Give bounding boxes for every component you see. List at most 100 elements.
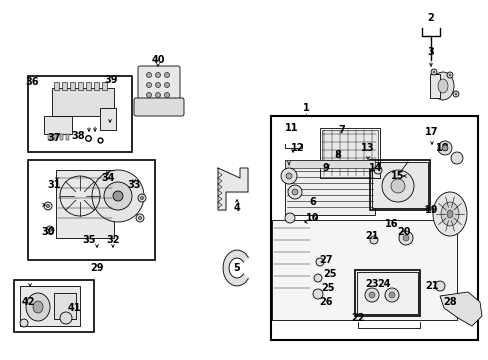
Text: 8: 8 <box>334 150 341 160</box>
Bar <box>100 108 116 130</box>
Circle shape <box>373 166 381 174</box>
Text: 25: 25 <box>321 283 334 293</box>
Text: 36: 36 <box>25 77 39 87</box>
Circle shape <box>454 93 456 95</box>
Ellipse shape <box>431 72 453 100</box>
Circle shape <box>92 170 143 222</box>
Circle shape <box>60 312 72 324</box>
Circle shape <box>441 145 447 151</box>
Circle shape <box>398 231 412 245</box>
Bar <box>28 76 132 152</box>
Circle shape <box>287 185 302 199</box>
Circle shape <box>452 91 458 97</box>
Bar <box>371 162 427 208</box>
Text: 4: 4 <box>233 203 240 213</box>
Circle shape <box>430 69 436 75</box>
Text: 11: 11 <box>285 123 298 133</box>
Circle shape <box>381 170 413 202</box>
Circle shape <box>138 216 141 220</box>
Text: 5: 5 <box>233 263 240 273</box>
Text: 18: 18 <box>435 143 449 153</box>
Circle shape <box>432 71 434 73</box>
Circle shape <box>313 274 321 282</box>
Circle shape <box>155 72 160 77</box>
Text: 1: 1 <box>302 103 309 113</box>
Text: 42: 42 <box>21 297 35 307</box>
Bar <box>44 116 72 134</box>
FancyBboxPatch shape <box>138 66 180 112</box>
Text: 32: 32 <box>106 235 120 245</box>
Polygon shape <box>218 168 247 210</box>
Circle shape <box>364 288 378 302</box>
Circle shape <box>437 141 451 155</box>
Text: 6: 6 <box>309 197 316 207</box>
Circle shape <box>285 213 294 223</box>
Text: 21: 21 <box>365 231 378 241</box>
Bar <box>102 82 107 90</box>
Text: 40: 40 <box>151 55 164 65</box>
Bar <box>319 128 379 178</box>
Bar <box>28 160 155 260</box>
Text: 39: 39 <box>104 75 118 85</box>
Bar <box>66 134 69 140</box>
Bar <box>54 293 76 319</box>
Circle shape <box>136 214 143 222</box>
Circle shape <box>446 72 452 78</box>
Text: 26: 26 <box>319 297 332 307</box>
Circle shape <box>450 152 462 164</box>
Circle shape <box>46 204 49 207</box>
Circle shape <box>155 93 160 98</box>
Circle shape <box>138 194 146 202</box>
Bar <box>20 286 80 326</box>
Circle shape <box>315 258 324 266</box>
Circle shape <box>146 82 151 87</box>
Text: 15: 15 <box>390 171 404 181</box>
Circle shape <box>155 82 160 87</box>
Circle shape <box>368 292 374 298</box>
Circle shape <box>164 72 169 77</box>
Bar <box>94 82 99 90</box>
Circle shape <box>20 319 28 327</box>
Circle shape <box>164 93 169 98</box>
Circle shape <box>369 236 377 244</box>
Text: 29: 29 <box>90 263 103 273</box>
Text: 27: 27 <box>319 255 332 265</box>
Text: 16: 16 <box>385 219 398 229</box>
Bar <box>54 82 59 90</box>
Circle shape <box>291 189 297 195</box>
Bar <box>354 270 419 316</box>
Circle shape <box>402 235 408 241</box>
Bar <box>356 272 417 314</box>
Bar <box>60 134 63 140</box>
Bar <box>70 82 75 90</box>
Text: 20: 20 <box>396 227 410 237</box>
Circle shape <box>146 72 151 77</box>
Circle shape <box>48 229 51 231</box>
Text: 25: 25 <box>323 269 336 279</box>
Text: 35: 35 <box>82 235 96 245</box>
Ellipse shape <box>33 301 43 313</box>
Bar <box>271 220 456 320</box>
Bar <box>321 130 377 176</box>
Circle shape <box>384 288 398 302</box>
Text: 38: 38 <box>71 131 84 141</box>
Circle shape <box>448 74 450 76</box>
Text: 21: 21 <box>425 281 438 291</box>
Text: 31: 31 <box>47 180 61 190</box>
Text: 12: 12 <box>291 143 304 153</box>
Circle shape <box>164 82 169 87</box>
Bar <box>285 160 374 215</box>
Bar <box>62 82 67 90</box>
Text: 2: 2 <box>427 13 433 23</box>
Ellipse shape <box>446 210 452 218</box>
Polygon shape <box>223 250 248 286</box>
Text: 37: 37 <box>47 133 61 143</box>
Text: 17: 17 <box>425 127 438 137</box>
Ellipse shape <box>437 79 447 93</box>
Bar <box>14 280 94 332</box>
Text: 23: 23 <box>365 279 378 289</box>
Text: 9: 9 <box>322 163 329 173</box>
Ellipse shape <box>26 293 50 321</box>
Circle shape <box>390 179 404 193</box>
Text: 22: 22 <box>350 313 364 323</box>
